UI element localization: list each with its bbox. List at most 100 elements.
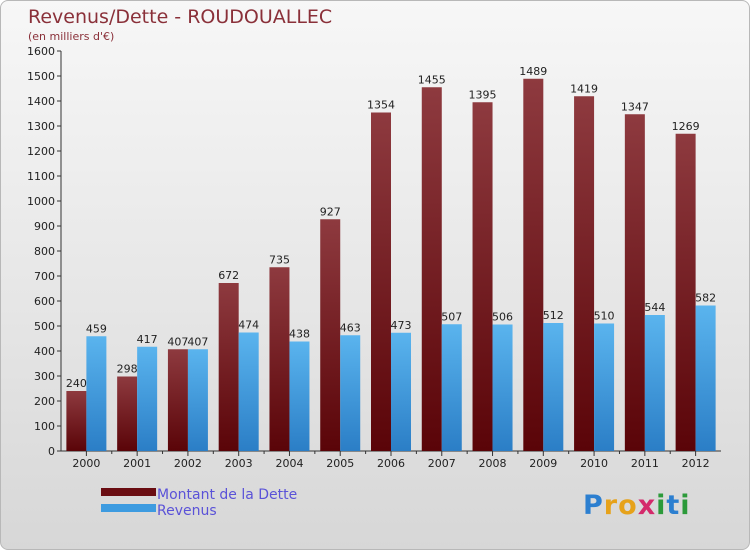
logo-letter: x xyxy=(637,490,657,521)
revenus-value-label: 507 xyxy=(441,310,462,323)
dette-bar xyxy=(66,391,87,451)
y-tick-label: 1600 xyxy=(27,45,55,58)
revenus-value-label: 473 xyxy=(391,319,412,332)
legend-dette-swatch xyxy=(101,488,156,496)
dette-value-label: 1354 xyxy=(367,99,395,112)
dette-bar xyxy=(624,114,645,451)
revenus-bar xyxy=(441,324,462,451)
dette-value-label: 1489 xyxy=(519,65,547,78)
dette-bar xyxy=(472,102,493,451)
dette-bar xyxy=(421,87,442,451)
revenus-bar xyxy=(86,336,107,451)
y-tick-label: 1200 xyxy=(27,145,55,158)
dette-value-label: 927 xyxy=(320,205,341,218)
revenus-bar xyxy=(594,323,615,451)
revenus-value-label: 459 xyxy=(86,322,107,335)
x-tick-label: 2002 xyxy=(174,457,202,470)
revenus-bar xyxy=(644,315,665,451)
revenus-bar xyxy=(238,332,259,451)
revenus-bar xyxy=(492,324,513,451)
x-tick-label: 2000 xyxy=(72,457,100,470)
logo-letter: o xyxy=(618,490,638,521)
logo-letter: r xyxy=(603,490,619,521)
x-tick-label: 2012 xyxy=(682,457,710,470)
proxiti-logo: Proxiti xyxy=(583,490,691,521)
logo-letter: t xyxy=(666,490,681,521)
revenus-bar xyxy=(391,332,411,451)
legend-revenus-swatch xyxy=(101,504,156,512)
x-tick-label: 2010 xyxy=(580,457,608,470)
x-tick-label: 2007 xyxy=(428,457,456,470)
y-tick-label: 1000 xyxy=(27,195,55,208)
dette-value-label: 407 xyxy=(167,335,188,348)
dette-value-label: 735 xyxy=(269,253,290,266)
dette-value-label: 1419 xyxy=(570,82,598,95)
dette-bar xyxy=(117,376,138,451)
dette-value-label: 1395 xyxy=(469,88,497,101)
y-tick-label: 900 xyxy=(34,220,55,233)
x-tick-label: 2011 xyxy=(631,457,659,470)
dette-value-label: 1347 xyxy=(621,100,649,113)
y-tick-label: 200 xyxy=(34,395,55,408)
revenus-value-label: 474 xyxy=(238,319,259,332)
x-tick-label: 2006 xyxy=(377,457,405,470)
revenus-value-label: 510 xyxy=(594,310,615,323)
y-tick-label: 100 xyxy=(34,420,55,433)
logo-letter: i xyxy=(656,490,667,521)
revenus-value-label: 407 xyxy=(187,335,208,348)
revenus-bar xyxy=(340,335,361,451)
y-tick-label: 600 xyxy=(34,295,55,308)
x-tick-label: 2004 xyxy=(275,457,303,470)
chart-subtitle: (en milliers d'€) xyxy=(28,30,115,43)
x-tick-label: 2009 xyxy=(529,457,557,470)
dette-bar xyxy=(320,219,341,451)
dette-bar xyxy=(675,133,696,451)
dette-bar xyxy=(574,96,595,451)
logo-letter: i xyxy=(680,490,691,521)
logo-letter: P xyxy=(583,490,604,521)
y-tick-label: 500 xyxy=(34,320,55,333)
revenus-bar xyxy=(289,341,310,451)
x-tick-label: 2003 xyxy=(225,457,253,470)
dette-value-label: 1269 xyxy=(672,120,700,133)
y-tick-label: 1400 xyxy=(27,95,55,108)
y-tick-label: 0 xyxy=(48,445,55,458)
dette-value-label: 298 xyxy=(117,363,138,376)
bars xyxy=(66,78,716,451)
revenus-value-label: 438 xyxy=(289,328,310,341)
dette-value-label: 1455 xyxy=(418,73,446,86)
dette-value-label: 240 xyxy=(66,377,87,390)
dette-bar xyxy=(371,112,391,451)
revenus-value-label: 582 xyxy=(695,292,716,305)
y-tick-label: 300 xyxy=(34,370,55,383)
revenus-bar xyxy=(137,346,158,451)
y-tick-label: 1500 xyxy=(27,70,55,83)
dette-bar xyxy=(523,78,544,451)
revenus-value-label: 506 xyxy=(492,311,513,324)
y-tick-label: 1300 xyxy=(27,120,55,133)
revenus-value-label: 417 xyxy=(137,333,158,346)
revenus-bar xyxy=(187,349,208,451)
x-tick-label: 2005 xyxy=(326,457,354,470)
y-tick-label: 1100 xyxy=(27,170,55,183)
dette-bar xyxy=(269,267,290,451)
y-tick-label: 400 xyxy=(34,345,55,358)
legend-revenus-label: Revenus xyxy=(157,503,217,519)
y-tick-label: 700 xyxy=(34,270,55,283)
x-tick-label: 2001 xyxy=(123,457,151,470)
dette-bar xyxy=(167,349,188,451)
revenus-value-label: 512 xyxy=(543,309,564,322)
legend-dette-label: Montant de la Dette xyxy=(157,487,297,503)
revenus-value-label: 463 xyxy=(340,321,361,334)
revenus-bar xyxy=(543,323,564,451)
chart-title: Revenus/Dette - ROUDOUALLEC xyxy=(28,6,333,28)
dette-bar xyxy=(218,283,239,451)
data-labels: 240 459 298 417 407 407 672 474 735 438 927 463 1354… xyxy=(66,65,716,390)
revenus-value-label: 544 xyxy=(644,301,665,314)
revenus-bar xyxy=(695,305,716,451)
x-tick-label: 2008 xyxy=(479,457,507,470)
y-tick-label: 800 xyxy=(34,245,55,258)
